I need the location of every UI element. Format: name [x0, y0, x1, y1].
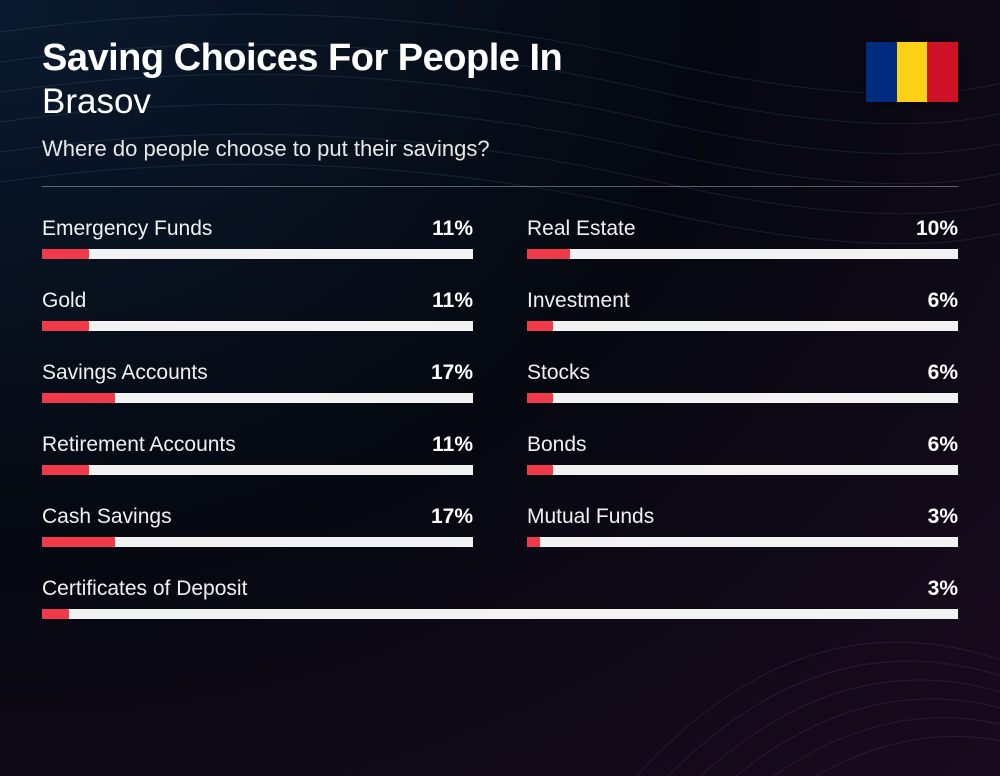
bar-track — [527, 249, 958, 259]
bar-fill — [527, 321, 553, 331]
bar-track — [527, 537, 958, 547]
bar-label: Real Estate — [527, 217, 636, 241]
bar-track — [42, 249, 473, 259]
bar-percent: 17% — [431, 505, 473, 529]
bar-percent: 17% — [431, 361, 473, 385]
bar-item: Bonds 6% — [527, 433, 958, 475]
bar-item-head: Cash Savings 17% — [42, 505, 473, 529]
bar-label: Cash Savings — [42, 505, 172, 529]
bar-fill — [42, 609, 69, 619]
bar-label: Gold — [42, 289, 86, 313]
bar-fill — [527, 393, 553, 403]
bar-percent: 11% — [432, 217, 473, 241]
bar-fill — [527, 249, 570, 259]
bar-item-head: Bonds 6% — [527, 433, 958, 457]
bar-item: Stocks 6% — [527, 361, 958, 403]
bar-track — [42, 609, 958, 619]
bars-grid: Emergency Funds 11% Real Estate 10% Gold 11% I… — [42, 217, 958, 619]
flag-stripe-1 — [866, 42, 897, 102]
bar-percent: 11% — [432, 289, 473, 313]
bar-item-head: Gold 11% — [42, 289, 473, 313]
bar-item: Cash Savings 17% — [42, 505, 473, 547]
bar-item-head: Certificates of Deposit 3% — [42, 577, 958, 601]
header: Saving Choices For People In Brasov Wher… — [42, 38, 958, 162]
bar-item-head: Real Estate 10% — [527, 217, 958, 241]
bar-track — [527, 393, 958, 403]
bar-percent: 6% — [928, 289, 958, 313]
bar-fill — [42, 465, 89, 475]
title-line-1: Saving Choices For People In — [42, 38, 958, 80]
bar-item-head: Investment 6% — [527, 289, 958, 313]
bar-percent: 11% — [432, 433, 473, 457]
infographic-content: Saving Choices For People In Brasov Wher… — [0, 0, 1000, 657]
bar-item: Emergency Funds 11% — [42, 217, 473, 259]
bar-track — [42, 321, 473, 331]
bar-item-head: Retirement Accounts 11% — [42, 433, 473, 457]
subtitle: Where do people choose to put their savi… — [42, 136, 958, 162]
bar-item-head: Mutual Funds 3% — [527, 505, 958, 529]
bar-item-head: Savings Accounts 17% — [42, 361, 473, 385]
bar-percent: 6% — [928, 361, 958, 385]
bar-label: Certificates of Deposit — [42, 577, 247, 601]
bar-label: Emergency Funds — [42, 217, 212, 241]
bar-label: Bonds — [527, 433, 587, 457]
bar-label: Mutual Funds — [527, 505, 654, 529]
bar-fill — [42, 249, 89, 259]
bar-track — [527, 321, 958, 331]
bar-percent: 10% — [916, 217, 958, 241]
bar-track — [42, 465, 473, 475]
title-city: Brasov — [42, 82, 958, 122]
bar-item: Retirement Accounts 11% — [42, 433, 473, 475]
bar-track — [527, 465, 958, 475]
bar-item: Mutual Funds 3% — [527, 505, 958, 547]
bar-item: Real Estate 10% — [527, 217, 958, 259]
bar-item: Certificates of Deposit 3% — [42, 577, 958, 619]
bar-percent: 3% — [928, 577, 958, 601]
bar-percent: 6% — [928, 433, 958, 457]
bar-item-head: Stocks 6% — [527, 361, 958, 385]
divider — [42, 186, 958, 187]
bar-item: Gold 11% — [42, 289, 473, 331]
flag-stripe-2 — [897, 42, 928, 102]
bar-item-head: Emergency Funds 11% — [42, 217, 473, 241]
bar-percent: 3% — [928, 505, 958, 529]
bar-label: Investment — [527, 289, 630, 313]
bar-fill — [42, 537, 115, 547]
bar-fill — [42, 393, 115, 403]
flag-stripe-3 — [927, 42, 958, 102]
bar-fill — [527, 465, 553, 475]
bar-item: Savings Accounts 17% — [42, 361, 473, 403]
bar-label: Retirement Accounts — [42, 433, 236, 457]
bar-track — [42, 393, 473, 403]
bar-label: Savings Accounts — [42, 361, 208, 385]
bar-fill — [527, 537, 540, 547]
bar-fill — [42, 321, 89, 331]
bar-label: Stocks — [527, 361, 590, 385]
bar-item: Investment 6% — [527, 289, 958, 331]
flag-icon — [866, 42, 958, 102]
bar-track — [42, 537, 473, 547]
